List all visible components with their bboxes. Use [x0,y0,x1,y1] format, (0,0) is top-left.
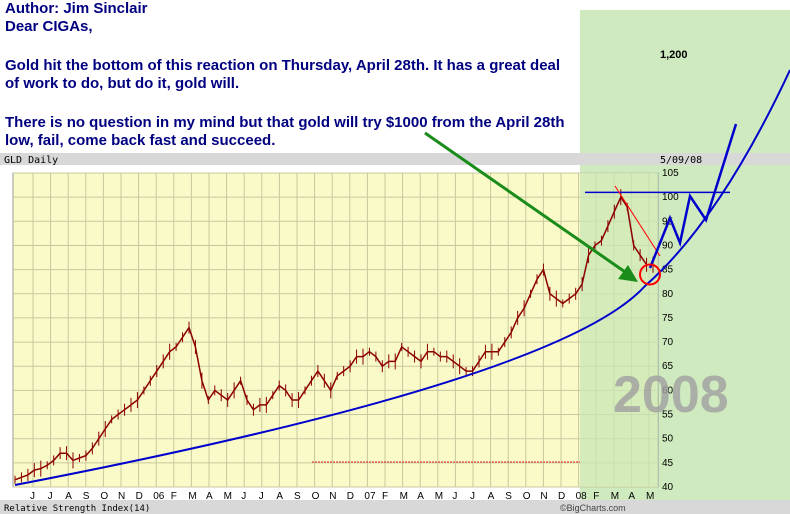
chart-date-label: 5/09/08 [660,155,702,166]
author-line: Author: Jim Sinclair [5,0,148,17]
y-tick-label: 70 [662,337,674,348]
low-marker-circle [639,263,661,286]
year-2008-highlight [580,173,658,487]
x-tick-label: J [470,491,475,502]
support-curve [14,69,790,486]
x-tick-label: S [83,491,90,502]
highlight-year-label: 2008 [613,366,729,424]
y-tick-label: 105 [662,168,679,179]
y-tick-label: 100 [662,192,679,203]
x-tick-label: J [452,491,457,502]
x-tick-label: D [347,491,354,502]
x-tick-label: F [593,491,599,502]
x-tick-label: J [241,491,246,502]
x-tick-label: M [188,491,196,502]
lower-panel-label: Relative Strength Index(14) [4,504,150,514]
x-tick-label: J [30,491,35,502]
chart-grid [13,172,658,488]
price-series [14,189,654,484]
x-tick-label: O [523,491,531,502]
arrow-head [618,265,638,282]
pointer-arrow [424,131,629,276]
x-axis: J J A S O N D 06 F M A M J J A S O N D 07 F M A M J J A S O N D 08 F M A M [30,491,654,502]
x-tick-label: M [611,491,619,502]
x-tick-label: A [206,491,213,502]
x-tick-label: D [136,491,143,502]
y-tick-label: 45 [662,458,674,469]
x-tick-label: S [505,491,512,502]
lower-panel-bar [0,500,790,514]
x-tick-label: A [65,491,72,502]
chart-title: GLD Daily [4,155,58,166]
forecast-zigzag [648,123,738,269]
y-tick-label: 55 [662,410,674,421]
x-tick-label: M [400,491,408,502]
x-tick-label: N [540,491,547,502]
x-tick-label: 06 [153,491,165,502]
greeting-line: Dear CIGAs, [5,18,93,35]
y-tick-label: 50 [662,434,674,445]
x-tick-label: M [224,491,232,502]
chart-title-bar [0,153,790,165]
x-tick-label: M [646,491,654,502]
price-line [14,195,653,481]
x-tick-label: F [382,491,388,502]
x-tick-label: A [488,491,495,502]
y-tick-label: 65 [662,361,674,372]
x-tick-label: A [628,491,635,502]
y-tick-label: 40 [662,482,674,493]
x-tick-label: O [312,491,320,502]
x-tick-label: N [329,491,336,502]
x-tick-label: D [558,491,565,502]
note-paragraph-1: Gold hit the bottom of this reaction on … [5,57,561,92]
x-tick-label: 08 [576,491,588,502]
x-tick-label: N [118,491,125,502]
watermark: ©BigCharts.com [560,503,626,513]
y-tick-label: 80 [662,289,674,300]
projection-lines [14,69,790,486]
x-tick-label: A [417,491,424,502]
y-tick-label: 85 [662,265,674,276]
y-tick-label: 90 [662,240,674,251]
note-paragraph-2: There is no question in my mind but that… [5,114,565,149]
x-tick-label: 07 [364,491,376,502]
x-tick-label: S [294,491,301,502]
x-tick-label: J [259,491,264,502]
x-tick-label: F [171,491,177,502]
y-tick-label: 60 [662,385,674,396]
x-tick-label: O [100,491,108,502]
x-tick-label: A [276,491,283,502]
x-tick-label: J [48,491,53,502]
upper-y-tick: 1,200 [660,49,688,61]
y-tick-label: 75 [662,313,674,324]
x-tick-label: M [435,491,443,502]
downtrend-line [614,185,661,257]
